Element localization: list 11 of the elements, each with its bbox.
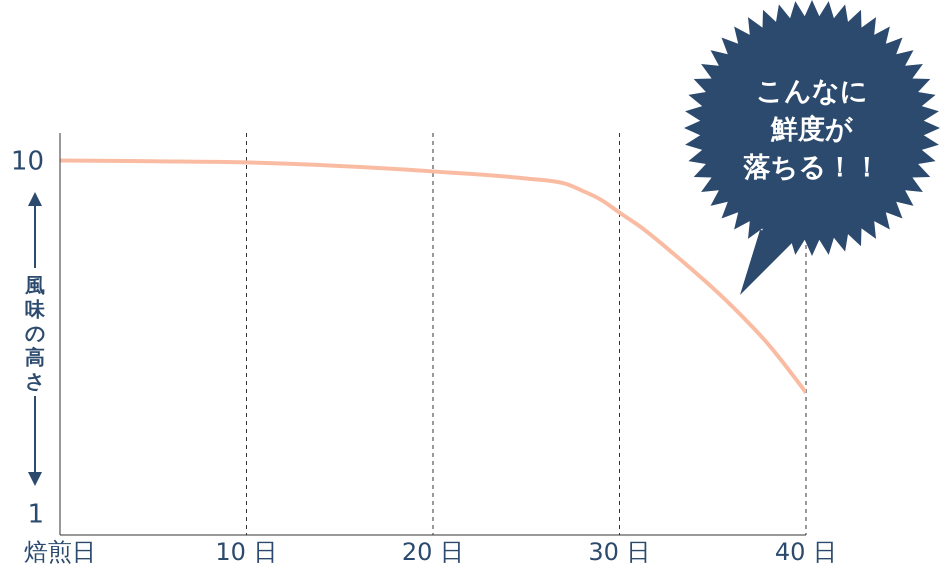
- y-tick-label: 10: [10, 146, 44, 177]
- x-tick-label: 焙煎日: [24, 538, 96, 566]
- y-axis-title: 風味の高さ: [24, 273, 46, 393]
- x-tick-label: 20 日: [402, 538, 464, 566]
- y-tick-label: 1: [27, 500, 44, 530]
- annotation: 鮮度が: [770, 114, 854, 145]
- annotation: 落ちる！！: [742, 152, 880, 183]
- x-tick-label: 10 日: [215, 538, 278, 566]
- x-tick-label: 30 日: [588, 538, 651, 566]
- x-tick-label: 40 日: [774, 538, 838, 566]
- text: こんなに: [756, 76, 868, 107]
